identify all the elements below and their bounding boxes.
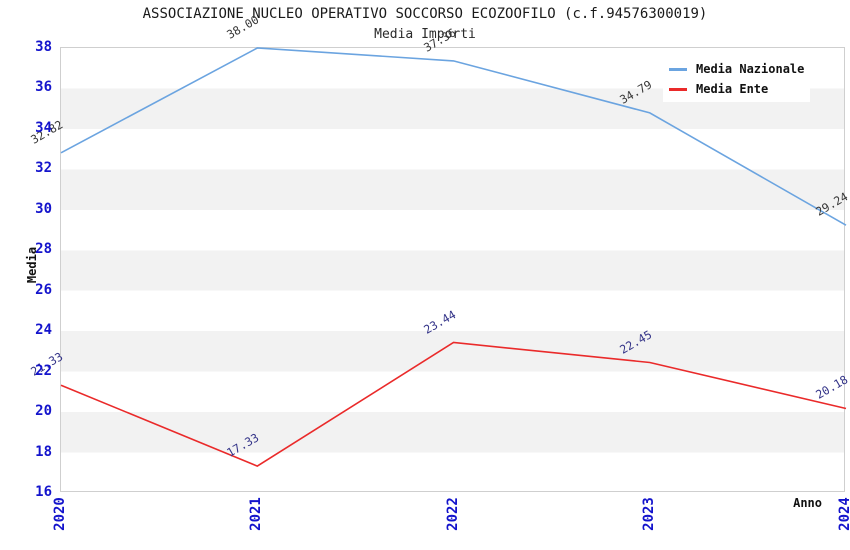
legend-item: Media Nazionale: [669, 59, 804, 79]
y-tick-label: 30: [35, 200, 52, 217]
y-tick-label: 22: [35, 362, 52, 379]
legend-item-label: Media Nazionale: [696, 62, 805, 76]
chart-title: ASSOCIAZIONE NUCLEO OPERATIVO SOCCORSO E…: [142, 6, 708, 22]
y-tick-label: 24: [35, 322, 52, 339]
y-tick-label: 38: [35, 39, 52, 55]
series-lines: [60, 47, 847, 467]
chart-subtitle: Media Importi: [374, 27, 476, 42]
legend-item: Media Ente: [669, 79, 804, 99]
y-tick-label: 18: [35, 443, 52, 460]
media-ente-line: [60, 341, 847, 467]
media-nazionale-line: [60, 47, 847, 226]
x-tick-label: 2022: [444, 497, 461, 531]
y-tick-label: 16: [35, 484, 52, 500]
y-tick-label: 28: [35, 241, 52, 258]
x-axis-label: Anno: [793, 496, 822, 510]
legend-item-label: Media Ente: [696, 82, 769, 96]
y-tick-label: 36: [35, 79, 52, 96]
y-tick-label: 32: [35, 160, 52, 177]
x-tick-label: 2024: [837, 497, 850, 531]
y-tick-label: 34: [35, 119, 52, 136]
legend-line-swatch-icon: [669, 87, 687, 91]
plot-area: 32.82 38.00 37.36 34.79 29.24 21.33 17.33 23.44…: [28, 12, 850, 492]
legend-line-swatch-icon: [669, 67, 687, 71]
x-tick-label: 2020: [52, 497, 68, 531]
x-tick-label: 2023: [640, 497, 657, 531]
y-tick-label: 20: [35, 403, 52, 420]
legend: Media Nazionale Media Ente: [663, 56, 811, 102]
x-tick-label: 2021: [248, 497, 265, 531]
y-tick-label: 26: [35, 281, 52, 298]
